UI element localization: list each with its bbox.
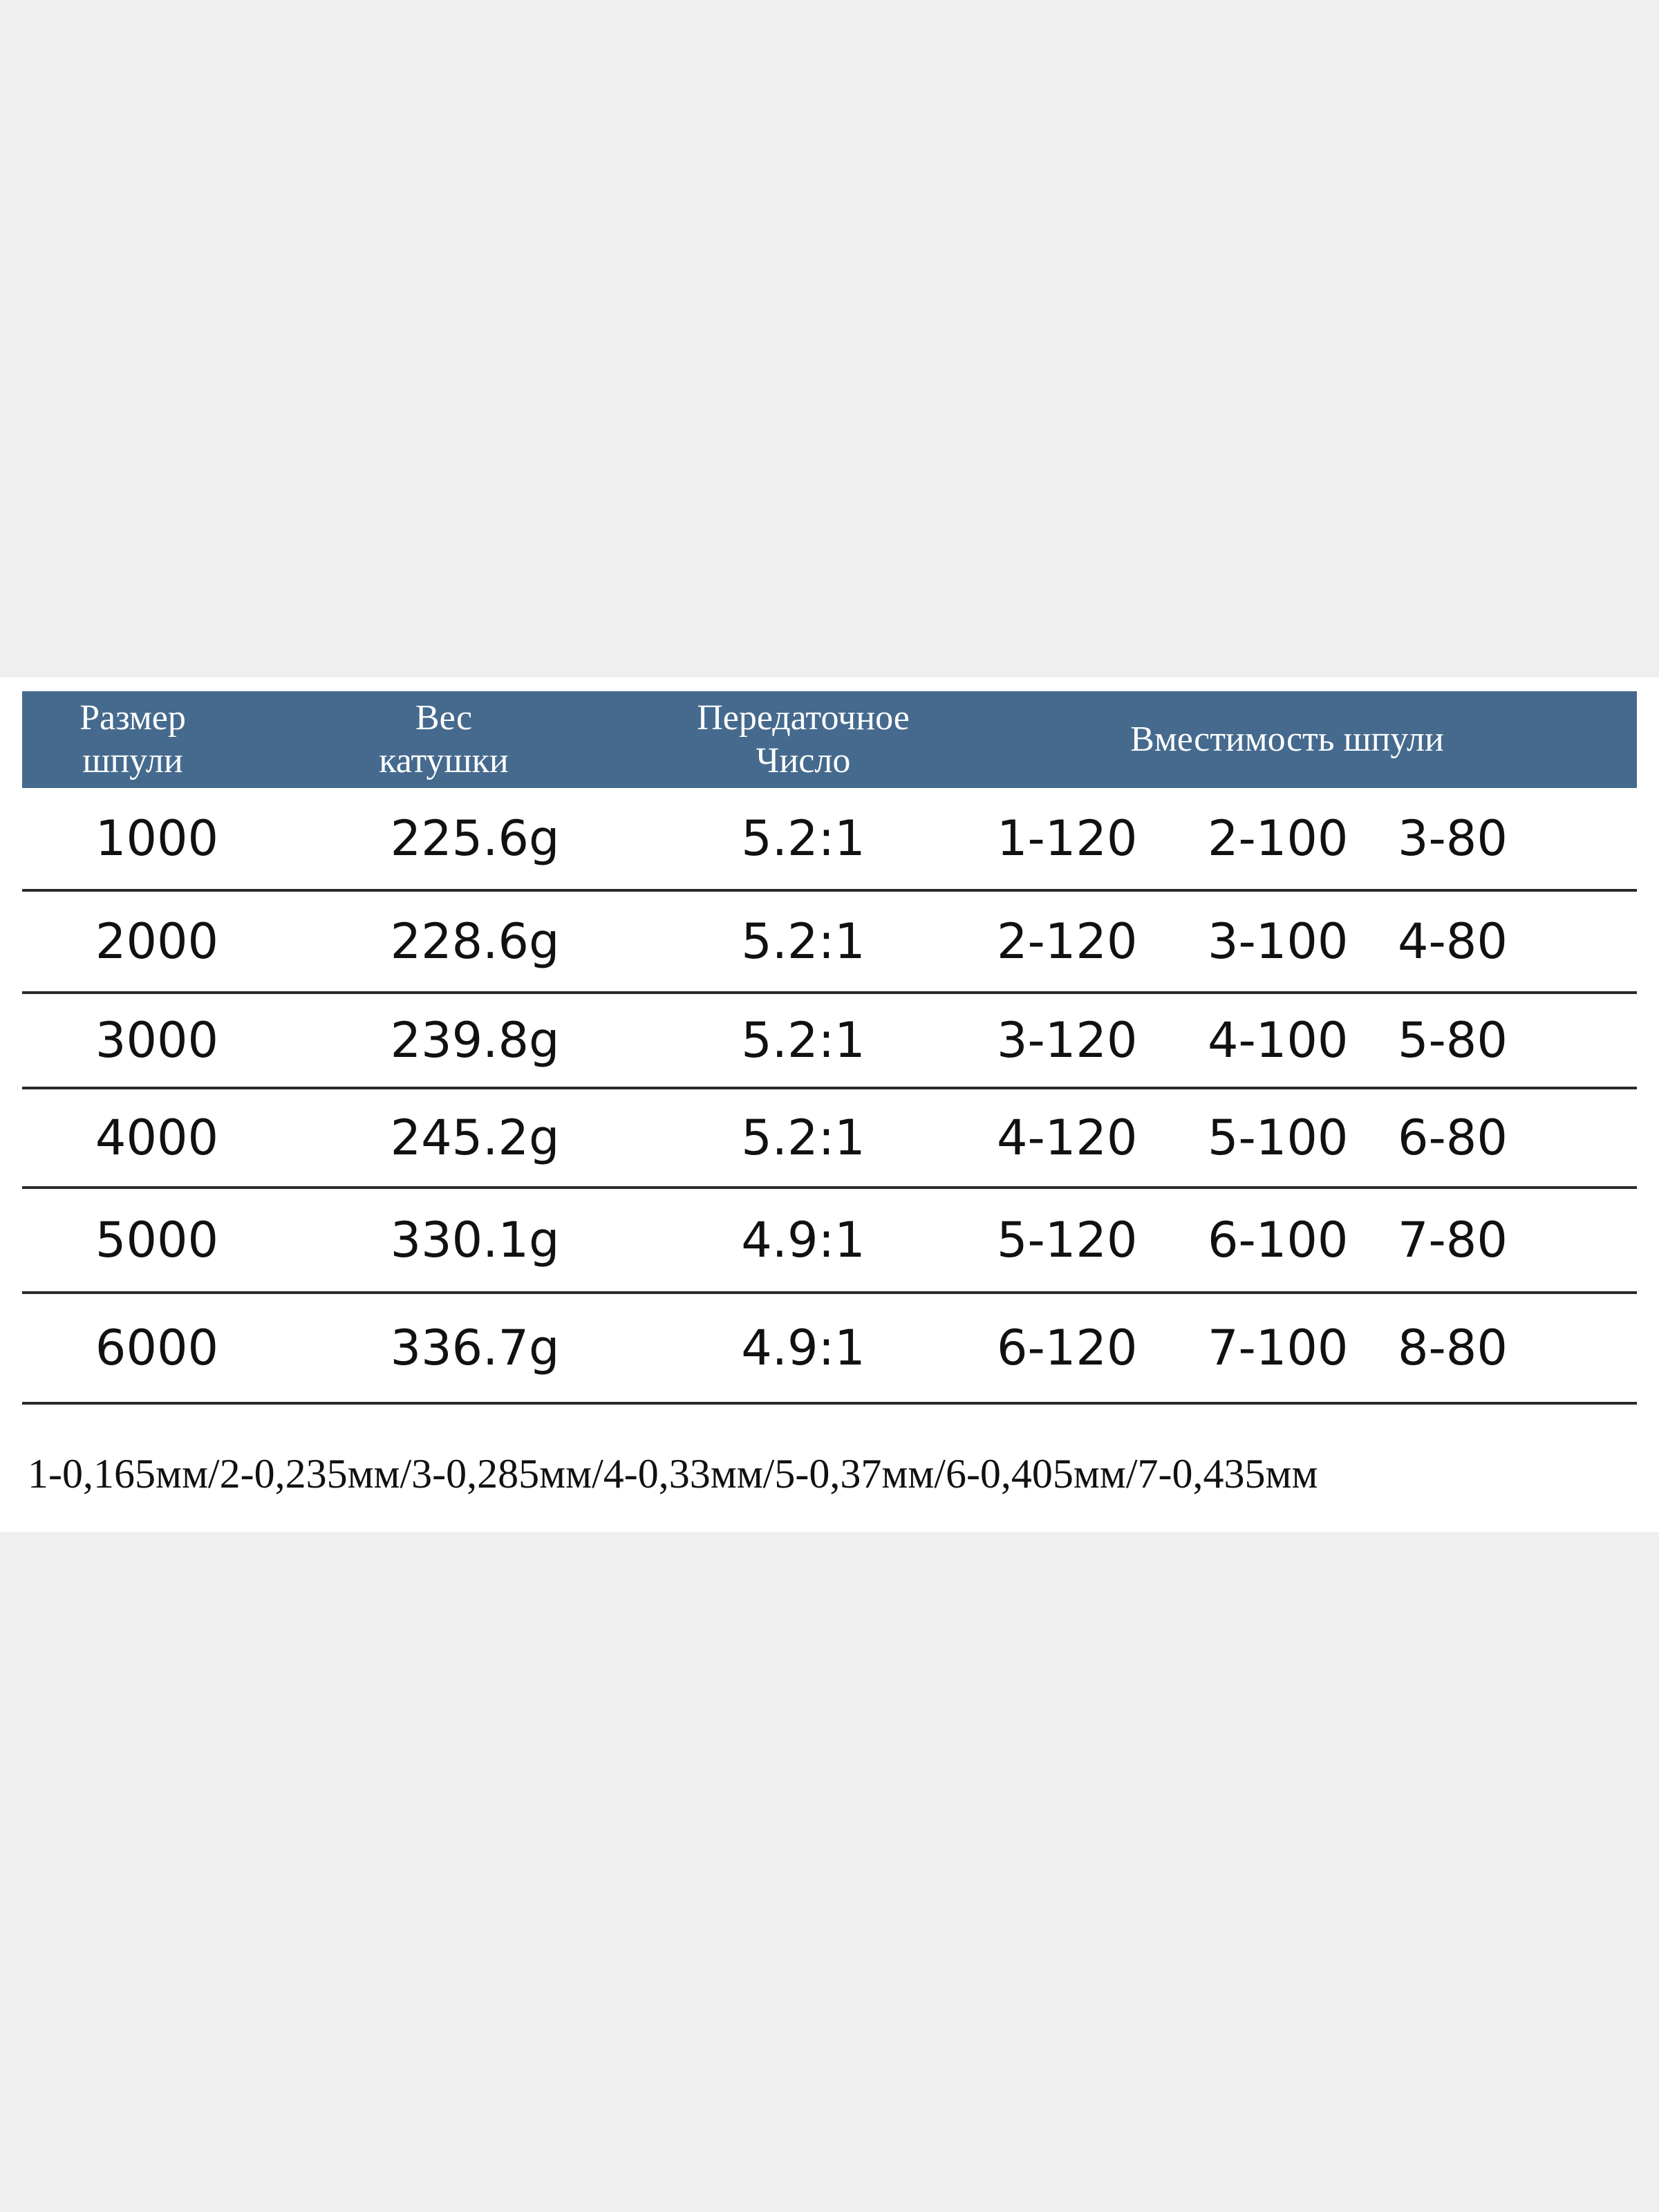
header-spool-size: Размер шпули [22,691,243,788]
cell-capacity-3: 4-80 [1398,913,1508,970]
cell-capacity-2: 5-100 [1208,1109,1349,1166]
cell-spool-size: 1000 [95,810,219,867]
header-spool-capacity-label: Вместимость шпули [1130,720,1444,759]
table-row: 2000 228.6g 5.2:1 2-120 3-100 4-80 [22,892,1637,994]
cell-gear-ratio: 5.2:1 [741,1109,865,1166]
cell-capacity-1: 6-120 [997,1320,1138,1376]
cell-weight: 239.8g [390,1012,560,1069]
cell-capacity-2: 2-100 [1208,810,1349,867]
spec-table-card: Размер шпули Вес катушки Передаточное Чи… [0,677,1659,1532]
table-row: 1000 225.6g 5.2:1 1-120 2-100 3-80 [22,788,1637,892]
cell-capacity-3: 3-80 [1398,810,1508,867]
cell-capacity-1: 2-120 [997,913,1138,970]
table-row: 3000 239.8g 5.2:1 3-120 4-100 5-80 [22,994,1637,1089]
cell-capacity-3: 5-80 [1398,1012,1508,1069]
cell-capacity-1: 5-120 [997,1212,1138,1268]
table-row: 6000 336.7g 4.9:1 6-120 7-100 8-80 [22,1294,1637,1405]
cell-weight: 245.2g [390,1109,560,1166]
cell-capacity-3: 8-80 [1398,1320,1508,1376]
cell-capacity-2: 7-100 [1208,1320,1349,1376]
header-weight-line1: Вес [415,698,473,738]
cell-weight: 330.1g [390,1212,560,1268]
cell-capacity-1: 1-120 [997,810,1138,867]
cell-capacity-3: 7-80 [1398,1212,1508,1268]
cell-spool-size: 6000 [95,1320,219,1376]
cell-capacity-1: 3-120 [997,1012,1138,1069]
cell-gear-ratio: 5.2:1 [741,810,865,867]
cell-capacity-2: 3-100 [1208,913,1349,970]
cell-spool-size: 2000 [95,913,219,970]
header-spool-size-line1: Размер [79,698,186,738]
cell-capacity-2: 4-100 [1208,1012,1349,1069]
header-weight-line2: катушки [379,741,509,780]
cell-spool-size: 5000 [95,1212,219,1268]
table-row: 4000 245.2g 5.2:1 4-120 5-100 6-80 [22,1089,1637,1189]
header-gear-ratio: Передаточное Число [630,691,976,788]
cell-spool-size: 3000 [95,1012,219,1069]
cell-gear-ratio: 4.9:1 [741,1212,865,1268]
cell-weight: 225.6g [390,810,560,867]
header-spool-capacity: Вместимость шпули [976,691,1598,788]
table-row: 5000 330.1g 4.9:1 5-120 6-100 7-80 [22,1189,1637,1294]
cell-gear-ratio: 4.9:1 [741,1320,865,1376]
cell-gear-ratio: 5.2:1 [741,913,865,970]
header-weight: Вес катушки [299,691,589,788]
header-spool-size-line2: шпули [82,741,183,780]
cell-gear-ratio: 5.2:1 [741,1012,865,1069]
header-gear-ratio-line1: Передаточное [697,698,910,738]
cell-weight: 336.7g [390,1320,560,1376]
cell-weight: 228.6g [390,913,560,970]
table-header: Размер шпули Вес катушки Передаточное Чи… [22,691,1637,788]
cell-spool-size: 4000 [95,1109,219,1166]
header-gear-ratio-line2: Число [756,741,851,780]
line-diameter-footnote: 1-0,165мм/2-0,235мм/3-0,285мм/4-0,33мм/5… [28,1450,1318,1497]
cell-capacity-3: 6-80 [1398,1109,1508,1166]
cell-capacity-2: 6-100 [1208,1212,1349,1268]
cell-capacity-1: 4-120 [997,1109,1138,1166]
